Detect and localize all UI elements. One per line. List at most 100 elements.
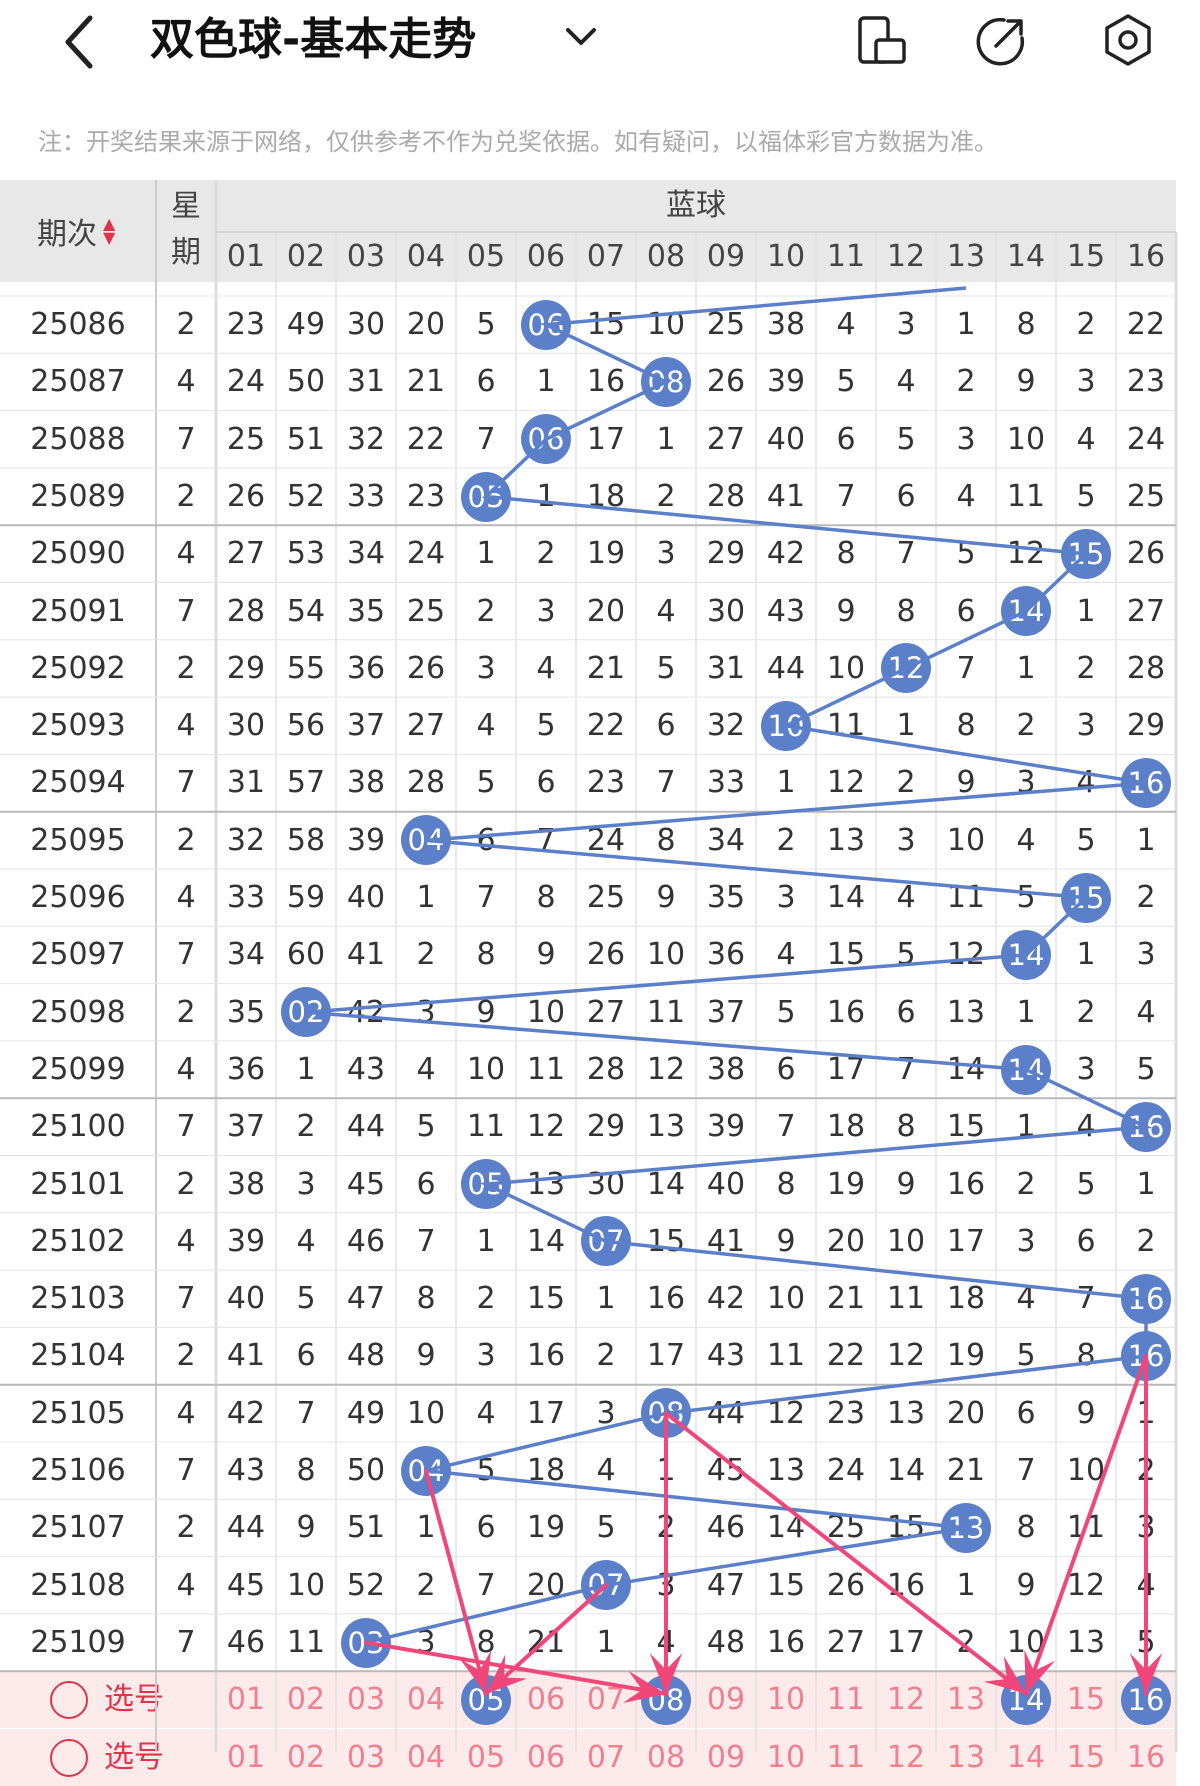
pick-number[interactable]: 04 xyxy=(406,1739,446,1775)
share-icon[interactable] xyxy=(974,12,1030,68)
issue-number: 25097 xyxy=(30,937,126,973)
pick-number[interactable]: 02 xyxy=(286,1739,326,1775)
miss-count: 7 xyxy=(476,880,496,915)
phone-rotate-icon[interactable] xyxy=(854,12,910,68)
miss-count: 6 xyxy=(476,364,496,400)
miss-count: 43 xyxy=(226,1453,266,1488)
chevron-left-icon[interactable] xyxy=(54,6,114,76)
miss-count: 18 xyxy=(946,1281,986,1317)
miss-count: 6 xyxy=(476,1510,496,1546)
top-bar: 双色球-基本走势 xyxy=(0,0,1200,84)
weekday: 4 xyxy=(176,1223,196,1259)
sort-icon[interactable]: ▲ ▼ xyxy=(103,214,116,247)
weekday: 7 xyxy=(176,1453,196,1488)
pick-number[interactable]: 10 xyxy=(766,1682,806,1718)
pick-number[interactable]: 16 xyxy=(1126,1739,1166,1775)
page-title[interactable]: 双色球-基本走势 xyxy=(150,14,477,65)
miss-count: 25 xyxy=(1126,478,1166,514)
pick-number[interactable]: 09 xyxy=(706,1739,746,1775)
miss-count: 12 xyxy=(886,1338,926,1374)
blue-ball-hit: 08 xyxy=(641,1388,691,1439)
pick-number[interactable]: 09 xyxy=(706,1682,746,1718)
pick-number[interactable]: 12 xyxy=(886,1682,926,1718)
miss-count: 35 xyxy=(706,880,746,915)
pick-label[interactable]: 选号 xyxy=(104,1739,164,1775)
blue-ball-hit: 03 xyxy=(341,1617,391,1668)
column-header-07: 07 xyxy=(586,239,626,274)
issue-number: 25093 xyxy=(30,708,126,744)
miss-count: 7 xyxy=(956,650,976,686)
pick-number[interactable]: 03 xyxy=(346,1682,386,1718)
issue-number: 25095 xyxy=(30,822,126,858)
pick-number[interactable]: 01 xyxy=(226,1682,266,1718)
miss-count: 14 xyxy=(766,1510,806,1546)
miss-count: 4 xyxy=(656,1624,676,1660)
pick-radio[interactable] xyxy=(50,1738,88,1777)
pick-number[interactable]: 11 xyxy=(826,1682,866,1718)
pick-number[interactable]: 15 xyxy=(1066,1739,1106,1775)
issue-header[interactable]: 期次 ▲ ▼ xyxy=(0,180,156,282)
miss-count: 30 xyxy=(346,307,386,342)
miss-count: 10 xyxy=(1006,1624,1046,1660)
weekday: 4 xyxy=(176,1395,196,1431)
miss-count: 11 xyxy=(526,1051,566,1087)
miss-count: 5 xyxy=(476,307,496,342)
miss-count: 15 xyxy=(526,1281,566,1317)
miss-count: 8 xyxy=(1076,1338,1096,1374)
miss-count: 51 xyxy=(286,421,326,457)
miss-count: 12 xyxy=(766,1395,806,1431)
pick-number[interactable]: 05 xyxy=(466,1739,506,1775)
miss-count: 1 xyxy=(416,880,436,915)
pick-number[interactable]: 15 xyxy=(1066,1682,1106,1718)
pick-number[interactable]: 02 xyxy=(286,1682,326,1718)
miss-count: 24 xyxy=(406,536,446,572)
miss-count: 11 xyxy=(886,1281,926,1317)
miss-count: 13 xyxy=(526,1166,566,1202)
miss-count: 28 xyxy=(706,478,746,514)
pick-number-selected[interactable]: 08 xyxy=(641,1675,691,1726)
pick-number[interactable]: 01 xyxy=(226,1739,266,1775)
pick-number[interactable]: 07 xyxy=(586,1682,626,1718)
miss-count: 4 xyxy=(416,1051,436,1087)
pick-number[interactable]: 14 xyxy=(1006,1739,1046,1775)
pick-radio[interactable] xyxy=(50,1681,88,1720)
miss-count: 2 xyxy=(956,364,976,400)
pick-number[interactable]: 06 xyxy=(526,1682,566,1718)
pick-number-selected[interactable]: 16 xyxy=(1121,1675,1171,1726)
miss-count: 58 xyxy=(286,822,326,858)
miss-count: 28 xyxy=(586,1051,626,1087)
miss-count: 9 xyxy=(956,765,976,801)
miss-count: 3 xyxy=(416,994,436,1030)
miss-count: 8 xyxy=(896,1109,916,1145)
miss-count: 5 xyxy=(836,364,856,400)
miss-count: 7 xyxy=(836,478,856,514)
pick-number-selected[interactable]: 14 xyxy=(1001,1675,1051,1726)
miss-count: 13 xyxy=(886,1395,926,1431)
miss-count: 5 xyxy=(476,1453,496,1488)
chevron-down-icon[interactable] xyxy=(560,14,602,58)
pick-number-selected[interactable]: 05 xyxy=(461,1675,511,1726)
miss-count: 35 xyxy=(346,593,386,629)
miss-count: 1 xyxy=(1136,1395,1156,1431)
pick-number[interactable]: 12 xyxy=(886,1739,926,1775)
pick-number[interactable]: 07 xyxy=(586,1739,626,1775)
pick-number[interactable]: 04 xyxy=(406,1682,446,1718)
settings-icon[interactable] xyxy=(1100,12,1156,68)
miss-count: 12 xyxy=(1066,1567,1106,1603)
blue-ball-hit: 04 xyxy=(401,1445,451,1496)
miss-count: 50 xyxy=(346,1453,386,1488)
issue-number: 25102 xyxy=(30,1223,126,1259)
pick-number[interactable]: 13 xyxy=(946,1739,986,1775)
pick-number[interactable]: 08 xyxy=(646,1739,686,1775)
pick-label[interactable]: 选号 xyxy=(104,1682,164,1718)
pick-number[interactable]: 11 xyxy=(826,1739,866,1775)
pick-number[interactable]: 03 xyxy=(346,1739,386,1775)
miss-count: 33 xyxy=(226,880,266,915)
miss-count: 4 xyxy=(1016,1281,1036,1317)
pick-number[interactable]: 06 xyxy=(526,1739,566,1775)
miss-count: 21 xyxy=(586,650,626,686)
issue-number: 25108 xyxy=(30,1567,126,1603)
pick-number[interactable]: 10 xyxy=(766,1739,806,1775)
pick-number[interactable]: 13 xyxy=(946,1682,986,1718)
miss-count: 4 xyxy=(1136,1567,1156,1603)
